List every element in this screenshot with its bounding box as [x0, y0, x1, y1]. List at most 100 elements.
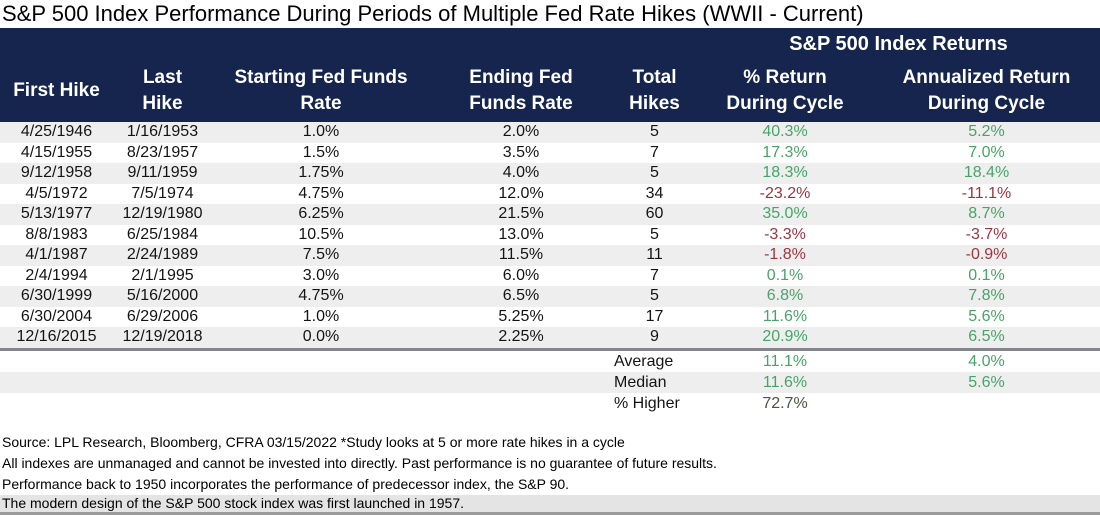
- total-hikes-cell: 60: [645, 205, 664, 222]
- total-hikes-cell: 34: [645, 184, 664, 202]
- starting-rate-cell: 1.5%: [302, 143, 340, 161]
- col-header-total-hikes: Total Hikes: [612, 60, 697, 122]
- annualized-return-cell: 5.6%: [968, 307, 1005, 325]
- annualized-return-cell: 8.7%: [968, 205, 1005, 222]
- total-hikes-cell: 5: [650, 123, 659, 140]
- first-hike-cell: 4/15/1955: [20, 143, 93, 161]
- summary-pct-return: 11.1%: [697, 347, 873, 372]
- summary-annualized-return: 5.6%: [968, 373, 1005, 391]
- total-hikes-cell: 5: [650, 225, 659, 243]
- last-hike-cell: 8/23/1957: [126, 143, 199, 161]
- footnote-line: All indexes are unmanaged and cannot be …: [2, 454, 717, 471]
- pct-return-cell: 18.3%: [762, 164, 808, 181]
- annualized-return-cell: -0.9%: [965, 246, 1008, 263]
- starting-rate-cell: 0.0%: [302, 328, 340, 345]
- footnotes: Source: LPL Research, Bloomberg, CFRA 03…: [0, 432, 1100, 512]
- first-hike-cell: 6/30/2004: [20, 307, 93, 325]
- ending-rate-cell: 6.5%: [502, 287, 540, 304]
- starting-rate-cell: 3.0%: [302, 266, 340, 284]
- summary-label: Average: [612, 347, 697, 372]
- table-row: 4/5/1972 7/5/1974 4.75% 12.0% 34 -23.2% -11.1%: [0, 184, 1100, 205]
- last-hike-cell: 12/19/2018: [122, 328, 203, 345]
- pct-return-cell: -1.8%: [764, 246, 806, 263]
- last-hike-cell: 2/24/1989: [126, 246, 199, 263]
- summary-spacer: [0, 372, 612, 393]
- ending-rate-cell: 5.25%: [498, 307, 544, 325]
- total-hikes-cell: 7: [650, 266, 659, 284]
- footer-gap: [0, 414, 1100, 432]
- fed-rate-hikes-table: S&P 500 Index Returns First Hike Last Hi…: [0, 28, 1100, 414]
- pct-return-cell: -23.2%: [759, 184, 811, 202]
- summary-body: Average 11.1% 4.0% Median 11.6% 5.6%% Higher 7…: [0, 347, 1100, 414]
- ending-rate-cell: 21.5%: [498, 205, 544, 222]
- annualized-return-cell: 6.5%: [968, 328, 1005, 345]
- col-header-starting-fed-funds-rate: Starting Fed Funds Rate: [212, 60, 430, 122]
- total-hikes-cell: 11: [646, 246, 663, 263]
- starting-rate-cell: 4.75%: [298, 184, 344, 202]
- summary-row: Average 11.1% 4.0%: [0, 347, 1100, 372]
- pct-return-cell: 20.9%: [762, 328, 808, 345]
- last-hike-cell: 6/25/1984: [126, 225, 199, 243]
- summary-spacer: [0, 393, 612, 414]
- group-header-sp500-returns: S&P 500 Index Returns: [697, 28, 1100, 60]
- last-hike-cell: 1/16/1953: [126, 123, 199, 140]
- annualized-return-cell: -11.1%: [961, 184, 1012, 202]
- summary-row: Median 11.6% 5.6%: [0, 371, 1100, 393]
- col-header-pct-return-during-cycle: % Return During Cycle: [697, 60, 873, 122]
- first-hike-cell: 6/30/1999: [20, 287, 93, 304]
- pct-return-cell: 11.6%: [762, 307, 808, 325]
- first-hike-cell: 9/12/1958: [20, 164, 93, 181]
- col-header-first-hike: First Hike: [0, 60, 113, 122]
- summary-annualized-return: 4.0%: [873, 347, 1100, 372]
- bottom-divider: [0, 511, 1100, 515]
- last-hike-cell: 12/19/1980: [122, 205, 203, 222]
- annualized-return-cell: 18.4%: [963, 164, 1010, 181]
- starting-rate-cell: 7.5%: [302, 246, 340, 263]
- table-row: 12/16/2015 12/19/2018 0.0% 2.25% 9 20.9% 6.5%: [0, 327, 1100, 349]
- annualized-return-cell: -3.7%: [965, 225, 1008, 243]
- ending-rate-cell: 11.5%: [498, 246, 544, 263]
- first-hike-cell: 8/8/1983: [25, 225, 88, 243]
- footnote-line: Performance back to 1950 incorporates th…: [2, 475, 570, 492]
- starting-rate-cell: 4.75%: [298, 287, 344, 304]
- pct-return-cell: 40.3%: [762, 123, 808, 140]
- col-header-ending-fed-funds-rate: Ending Fed Funds Rate: [430, 60, 612, 122]
- total-hikes-cell: 5: [650, 164, 659, 181]
- annualized-return-cell: 7.8%: [968, 287, 1005, 304]
- first-hike-cell: 4/25/1946: [20, 123, 93, 140]
- footnote-line: The modern design of the S&P 500 stock i…: [0, 494, 1100, 512]
- last-hike-cell: 9/11/1959: [127, 164, 198, 181]
- table-header: S&P 500 Index Returns First Hike Last Hi…: [0, 28, 1100, 122]
- summary-row: % Higher 72.7%: [0, 393, 1100, 414]
- summary-pct-return: 72.7%: [762, 394, 808, 412]
- annualized-return-cell: 5.2%: [968, 123, 1005, 140]
- ending-rate-cell: 2.25%: [498, 328, 544, 345]
- starting-rate-cell: 1.0%: [302, 123, 340, 140]
- summary-label: Median: [614, 373, 667, 391]
- pct-return-cell: 6.8%: [766, 287, 804, 304]
- ending-rate-cell: 6.0%: [502, 266, 540, 284]
- pct-return-cell: 17.3%: [762, 143, 808, 161]
- total-hikes-cell: 7: [650, 143, 659, 161]
- last-hike-cell: 2/1/1995: [131, 266, 194, 284]
- total-hikes-cell: 17: [645, 307, 664, 325]
- first-hike-cell: 12/16/2015: [16, 328, 97, 345]
- summary-label: % Higher: [614, 394, 680, 412]
- pct-return-cell: 35.0%: [762, 205, 808, 222]
- total-hikes-cell: 9: [650, 328, 659, 345]
- starting-rate-cell: 1.75%: [298, 164, 344, 181]
- page-title: S&P 500 Index Performance During Periods…: [2, 1, 864, 26]
- table-row: 4/1/1987 2/24/1989 7.5% 11.5% 11 -1.8% -0.9%: [0, 245, 1100, 266]
- table-row: 6/30/2004 6/29/2006 1.0% 5.25% 17 11.6% 5.6%: [0, 307, 1100, 328]
- starting-rate-cell: 6.25%: [298, 205, 344, 222]
- footnote-line: Source: LPL Research, Bloomberg, CFRA 03…: [2, 433, 625, 450]
- table-row: 9/12/1958 9/11/1959 1.75% 4.0% 5 18.3% 18.4%: [0, 163, 1100, 184]
- summary-spacer: [0, 347, 612, 372]
- table-row: 2/4/1994 2/1/1995 3.0% 6.0% 7 0.1% 0.1%: [0, 266, 1100, 287]
- total-hikes-cell: 5: [650, 287, 659, 304]
- starting-rate-cell: 1.0%: [302, 307, 340, 325]
- col-header-annualized-return-during-cycle: Annualized Return During Cycle: [873, 60, 1100, 122]
- summary-pct-return: 11.6%: [762, 373, 808, 391]
- table-body: 4/25/1946 1/16/1953 1.0% 2.0% 5 40.3% 5.2% 4/15…: [0, 122, 1100, 349]
- summary-annualized-return: [873, 393, 1100, 414]
